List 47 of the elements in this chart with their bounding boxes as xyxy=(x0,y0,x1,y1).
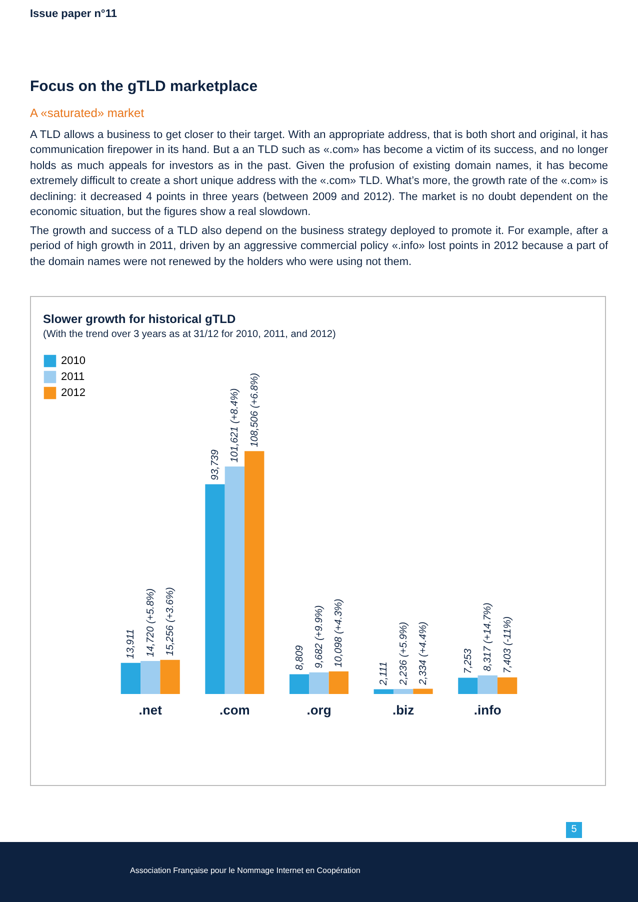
bar xyxy=(309,672,329,694)
bar xyxy=(160,660,180,694)
chart-title: Slower growth for historical gTLD xyxy=(43,312,236,326)
bar xyxy=(140,661,160,694)
text: Association Française pour le Nommage Internet en Coopération xyxy=(130,866,362,875)
legend-label: 2011 xyxy=(61,371,85,383)
x-tick-label: .info xyxy=(474,702,502,718)
bar xyxy=(224,466,245,694)
legend-label: 2012 xyxy=(61,387,86,399)
data-label: 10,098 (+4.3%) xyxy=(334,598,345,668)
data-label: 2,111 xyxy=(378,662,390,686)
text: Focus on the gTLD marketplace xyxy=(30,78,259,95)
bar xyxy=(458,678,478,694)
data-label: 101,621 (+8.4%) xyxy=(230,388,241,463)
data-label: 7,253 xyxy=(462,648,474,674)
data-label: 13,911 xyxy=(126,629,137,659)
x-tick-label: .biz xyxy=(392,702,415,718)
bar xyxy=(374,689,394,694)
bar xyxy=(413,688,433,694)
text: Issue paper n°11 xyxy=(30,8,118,20)
text: The growth and success of a TLD also depend on the business strategy deployed to promote it. For example, after a period of high growth in 2011, driven by an aggressive commercial policy «.info» lost points in 2012 because a part of the domain names were not renewed by the holders who were using not them. xyxy=(30,224,608,270)
bar xyxy=(497,677,518,694)
text: A «saturated» market xyxy=(30,106,146,120)
chart-subtitle: (With the trend over 3 years as at 31/12 for 2010, 2011, and 2012) xyxy=(43,329,336,340)
x-tick-label: .com xyxy=(220,702,250,718)
bar xyxy=(328,671,349,694)
bar xyxy=(120,662,141,694)
bar xyxy=(289,674,310,694)
data-label: 2,236 (+5.9%) xyxy=(398,622,410,686)
data-label: 7,403 (-11%) xyxy=(502,616,514,674)
x-tick-label: .org xyxy=(306,702,332,718)
data-label: 93,739 xyxy=(210,449,222,480)
bar xyxy=(393,688,414,694)
bar xyxy=(205,484,225,694)
bar xyxy=(244,451,264,694)
legend-label: 2010 xyxy=(61,355,86,367)
data-label: 14,720 (+5.8%) xyxy=(145,588,156,658)
data-label: 8,809 xyxy=(294,644,306,670)
text: A TLD allows a business to get closer to their target. With an appropriate address, that is both short and original, it has communication firepower in its hand. But a an TLD such as «.com» has become a victim of its success, and no longer holds as much appeals for investors as in the past. Given the profusion of existing domain names, it has become extremely difficult to create a short unique address with the «.com» TLD. What’s more, the growth rate of the «.com» is declining: it decreased 4 points in three years (between 2009 and 2012). The market is no doubt dependent on the economic situation, but the figures show a real slowdown. xyxy=(30,128,608,220)
data-label: 9,682 (+9.9%) xyxy=(314,605,325,668)
bar xyxy=(478,675,498,694)
data-label: 8,317 (+14.7%) xyxy=(482,602,494,672)
x-tick-label: .net xyxy=(138,702,163,718)
data-label: 2,334 (+4.4%) xyxy=(418,622,429,686)
text: 5 xyxy=(566,822,582,838)
data-label: 15,256 (+3.6%) xyxy=(165,587,176,656)
data-label: 108,506 (+6.8%) xyxy=(249,372,260,448)
